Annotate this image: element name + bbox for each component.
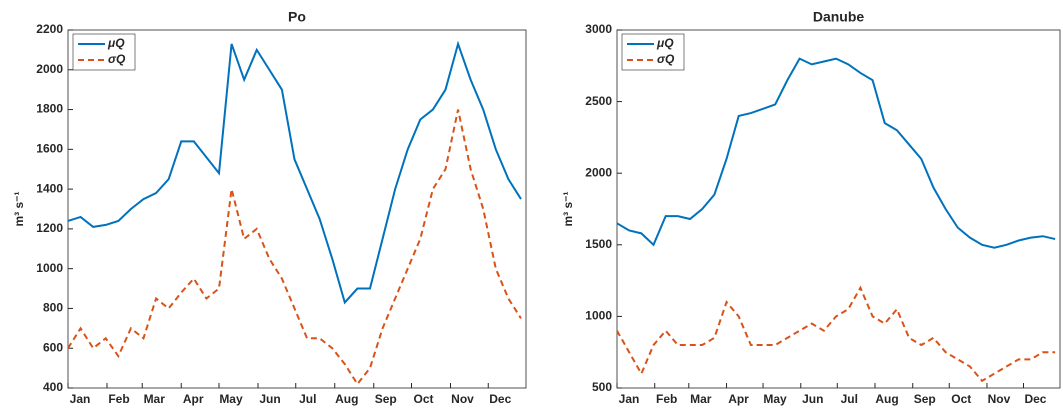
x-tick-label: Jul [299, 392, 316, 406]
data-line [616, 285, 1056, 383]
axes-box [67, 29, 527, 389]
data-line [67, 40, 522, 305]
x-tick-label: Nov [451, 392, 474, 406]
y-axis-label: m³ s⁻¹ [561, 191, 575, 226]
x-tick-label: Jun [802, 392, 823, 406]
legend-label: σQ [108, 52, 126, 66]
x-tick-label: Feb [656, 392, 677, 406]
y-tick-label: 400 [43, 380, 63, 394]
chart-title: Danube [813, 9, 865, 25]
x-tick-label: May [219, 392, 243, 406]
data-line [616, 57, 1056, 249]
x-tick-label: Dec [1024, 392, 1046, 406]
x-tick-label: May [763, 392, 787, 406]
y-axis-label: m³ s⁻¹ [12, 191, 26, 226]
x-tick-label: Mar [144, 392, 166, 406]
x-tick-label: Sep [914, 392, 936, 406]
y-tick-label: 1600 [36, 142, 63, 156]
x-tick-label: Apr [183, 392, 204, 406]
x-tick-label: Mar [690, 392, 712, 406]
y-tick-label: 500 [592, 380, 612, 394]
y-tick-label: 1500 [585, 237, 612, 251]
x-tick-label: Jul [841, 392, 858, 406]
x-tick-label: Dec [489, 392, 511, 406]
x-tick-label: Jan [619, 392, 640, 406]
axes-box [616, 29, 1061, 389]
y-tick-label: 1200 [36, 221, 63, 235]
y-tick-label: 3000 [585, 22, 612, 36]
y-tick-label: 2000 [36, 62, 63, 76]
x-tick-label: Jan [70, 392, 91, 406]
x-tick-label: Feb [108, 392, 129, 406]
legend-box [72, 33, 136, 71]
legend-label: μQ [656, 36, 674, 50]
y-tick-label: 1400 [36, 181, 63, 195]
x-tick-label: Jun [259, 392, 280, 406]
y-tick-label: 2000 [585, 165, 612, 179]
data-line [67, 109, 522, 386]
x-tick-label: Aug [875, 392, 898, 406]
legend-box [621, 33, 685, 71]
y-tick-label: 2500 [585, 94, 612, 108]
x-tick-label: Nov [988, 392, 1011, 406]
x-tick-label: Aug [335, 392, 358, 406]
x-tick-label: Oct [413, 392, 433, 406]
y-tick-label: 1000 [585, 309, 612, 323]
x-tick-label: Apr [728, 392, 749, 406]
legend-label: μQ [107, 36, 125, 50]
x-tick-label: Oct [951, 392, 971, 406]
y-tick-label: 1800 [36, 102, 63, 116]
chart-title: Po [288, 9, 306, 25]
y-tick-label: 600 [43, 340, 63, 354]
legend-label: σQ [657, 52, 675, 66]
x-tick-label: Sep [375, 392, 397, 406]
y-tick-label: 800 [43, 301, 63, 315]
y-tick-label: 1000 [36, 261, 63, 275]
y-tick-label: 2200 [36, 22, 63, 36]
